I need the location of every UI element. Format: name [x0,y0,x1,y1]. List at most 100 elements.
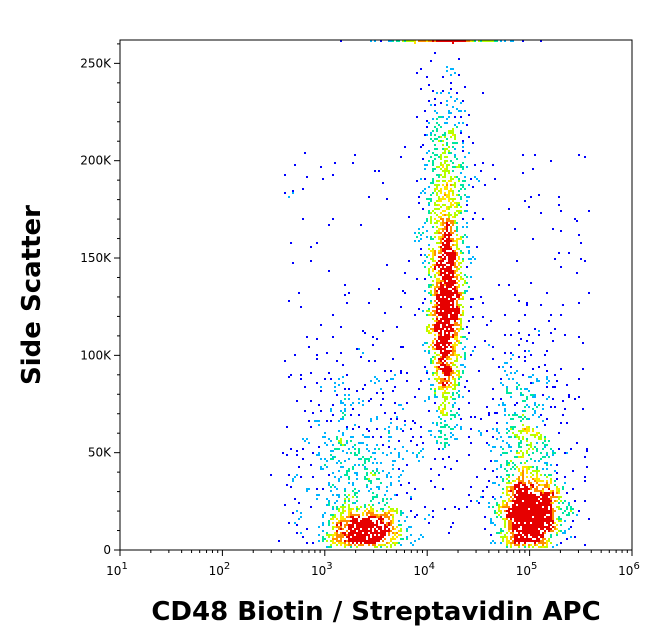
event-dot [538,502,540,504]
event-dot [560,266,562,268]
event-dot [420,450,422,452]
event-dot [496,516,498,518]
event-dot [454,332,456,334]
event-dot [456,176,458,178]
event-dot [460,318,462,320]
event-dot [528,334,530,336]
event-dot [416,456,418,458]
event-dot [320,466,322,468]
event-dot [552,522,554,524]
event-dot [444,466,446,468]
event-dot [432,164,434,166]
event-dot [520,490,522,492]
event-dot [378,288,380,290]
event-dot [298,466,300,468]
event-dot [528,430,530,432]
event-dot [364,476,366,478]
event-dot [308,442,310,444]
event-dot [532,342,534,344]
event-dot [522,522,524,524]
event-dot [340,438,342,440]
event-dot [442,410,444,412]
event-dot [444,378,446,380]
event-dot [330,440,332,442]
event-dot [550,512,552,514]
event-dot [526,524,528,526]
event-dot [542,516,544,518]
event-dot [496,430,498,432]
event-dot [518,488,520,490]
event-dot [542,498,544,500]
event-dot [516,414,518,416]
event-dot [444,424,446,426]
event-dot [378,448,380,450]
event-dot [448,312,450,314]
event-dot [452,232,454,234]
event-dot [578,336,580,338]
event-dot [392,532,394,534]
event-dot [444,204,446,206]
event-dot [454,148,456,150]
event-dot [392,390,394,392]
event-dot [344,502,346,504]
event-dot [568,512,570,514]
event-dot [526,476,528,478]
event-dot [400,530,402,532]
event-dot [492,446,494,448]
event-dot [552,510,554,512]
event-dot [456,366,458,368]
event-dot [510,488,512,490]
event-dot [460,322,462,324]
event-dot [318,420,320,422]
event-dot [448,304,450,306]
event-dot [524,406,526,408]
event-dot [454,134,456,136]
event-dot [532,530,534,532]
event-dot [438,282,440,284]
event-dot [470,486,472,488]
event-dot [404,292,406,294]
event-dot [546,522,548,524]
event-dot [444,310,446,312]
event-dot [440,340,442,342]
event-dot [542,520,544,522]
event-dot [382,522,384,524]
event-dot [354,452,356,454]
event-dot [510,536,512,538]
event-dot [528,488,530,490]
event-dot [556,528,558,530]
event-dot [550,498,552,500]
event-dot [376,470,378,472]
event-dot [524,510,526,512]
event-dot [442,288,444,290]
event-dot [336,494,338,496]
event-dot [444,374,446,376]
event-dot [346,472,348,474]
event-dot [350,508,352,510]
event-dot [452,264,454,266]
event-dot [390,520,392,522]
event-dot [502,530,504,532]
event-dot [442,336,444,338]
event-dot [518,534,520,536]
event-dot [530,540,532,542]
event-dot [376,546,378,548]
event-dot [396,536,398,538]
event-dot [440,262,442,264]
event-dot [528,526,530,528]
event-dot [546,482,548,484]
event-dot [470,306,472,308]
event-dot [552,340,554,342]
event-dot [546,528,548,530]
event-dot [454,250,456,252]
event-dot [434,304,436,306]
event-dot [456,336,458,338]
event-dot [278,540,280,542]
event-dot [440,136,442,138]
event-dot [534,436,536,438]
event-dot [396,416,398,418]
event-dot [298,502,300,504]
event-dot [450,246,452,248]
event-dot [442,488,444,490]
event-dot [438,328,440,330]
